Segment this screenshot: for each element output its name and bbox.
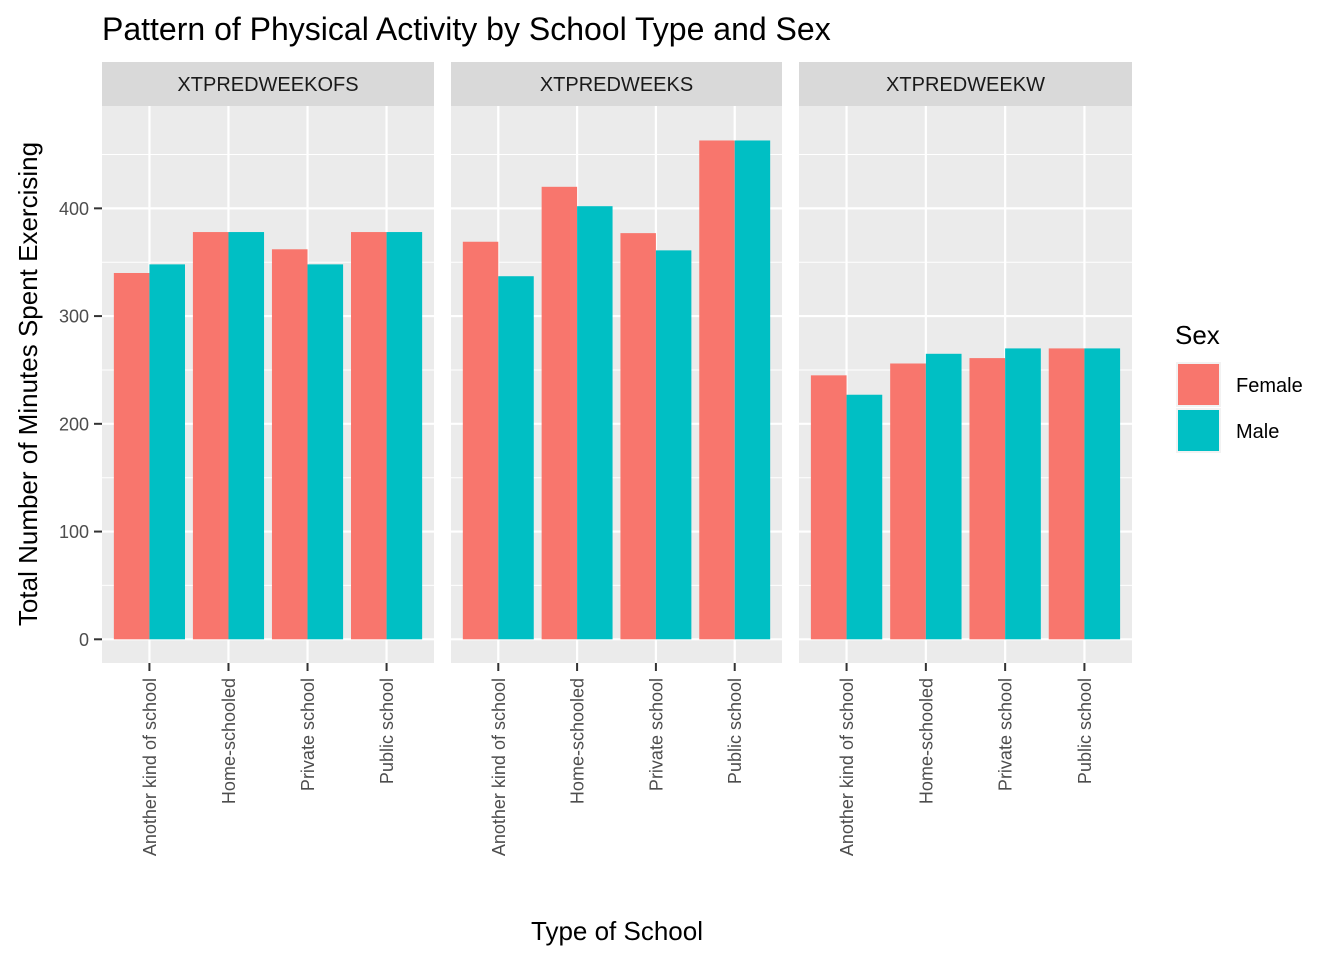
bar-female bbox=[271, 249, 308, 640]
facet-panels: XTPREDWEEKOFS Another kind of school Home-… bbox=[102, 62, 1132, 856]
facet-panel: XTPREDWEEKW Another kind of school Home-sc… bbox=[799, 62, 1132, 856]
bar-female bbox=[462, 241, 499, 640]
bar-male bbox=[655, 250, 692, 640]
y-tick-label: 200 bbox=[59, 414, 89, 434]
legend-key-female bbox=[1178, 364, 1219, 405]
bar-female bbox=[969, 358, 1006, 640]
bar-female bbox=[1048, 348, 1085, 640]
y-tick-label: 300 bbox=[59, 307, 89, 327]
bar-male bbox=[577, 206, 613, 640]
bar-male bbox=[149, 264, 185, 640]
y-axis-title: Total Number of Minutes Spent Exercising bbox=[13, 142, 43, 626]
bar-female bbox=[351, 232, 387, 640]
facet-panel: XTPREDWEEKS Another kind of school Home-sc… bbox=[451, 62, 782, 856]
bar-male bbox=[498, 276, 534, 640]
bar-male bbox=[228, 232, 265, 640]
x-tick-label: Public school bbox=[1075, 678, 1095, 784]
x-tick-label: Home-schooled bbox=[219, 678, 239, 804]
bar-male bbox=[386, 232, 423, 640]
bar-female bbox=[620, 233, 656, 640]
facet-strip-label: XTPREDWEEKW bbox=[886, 74, 1045, 96]
x-tick-label: Another kind of school bbox=[489, 678, 509, 856]
x-tick-label: Public school bbox=[725, 678, 745, 784]
x-tick-label: Home-schooled bbox=[568, 678, 588, 804]
bar-female bbox=[113, 272, 150, 640]
bar-male bbox=[925, 353, 962, 640]
facet-strip bbox=[799, 62, 1132, 106]
x-tick-label: Another kind of school bbox=[140, 678, 160, 856]
legend-key-male bbox=[1178, 410, 1219, 451]
bar-male bbox=[734, 140, 771, 640]
x-tick-label: Private school bbox=[298, 678, 318, 791]
x-tick-label: Another kind of school bbox=[837, 678, 857, 856]
facet-strip bbox=[102, 62, 434, 106]
bar-female bbox=[890, 363, 926, 640]
bar-female bbox=[810, 375, 847, 640]
bar-female bbox=[699, 140, 735, 640]
legend: Sex Female Male bbox=[1175, 320, 1303, 453]
facet-strip-label: XTPREDWEEKOFS bbox=[177, 74, 358, 96]
facet-strip bbox=[451, 62, 782, 106]
facet-strip-label: XTPREDWEEKS bbox=[540, 74, 693, 96]
chart-title: Pattern of Physical Activity by School T… bbox=[102, 11, 831, 47]
legend-title: Sex bbox=[1175, 320, 1220, 350]
y-axis: 0 100 200 300 400 bbox=[59, 199, 102, 650]
x-axis-title: Type of School bbox=[531, 916, 703, 946]
bar-male bbox=[1084, 348, 1121, 640]
legend-label: Female bbox=[1236, 375, 1303, 397]
legend-label: Male bbox=[1236, 421, 1279, 443]
bar-male bbox=[307, 264, 344, 640]
legend-items: Female Male bbox=[1176, 362, 1303, 453]
x-tick-label: Private school bbox=[646, 678, 666, 791]
x-tick-label: Home-schooled bbox=[916, 678, 936, 804]
bar-female bbox=[192, 232, 229, 640]
y-tick-label: 100 bbox=[59, 522, 89, 542]
y-tick-label: 400 bbox=[59, 199, 89, 219]
bar-male bbox=[846, 394, 883, 640]
y-tick-label: 0 bbox=[79, 630, 89, 650]
bar-male bbox=[1005, 348, 1041, 640]
bar-female bbox=[541, 186, 578, 640]
x-tick-label: Private school bbox=[996, 678, 1016, 791]
facet-panel: XTPREDWEEKOFS Another kind of school Home-… bbox=[102, 62, 434, 856]
x-tick-label: Public school bbox=[377, 678, 397, 784]
